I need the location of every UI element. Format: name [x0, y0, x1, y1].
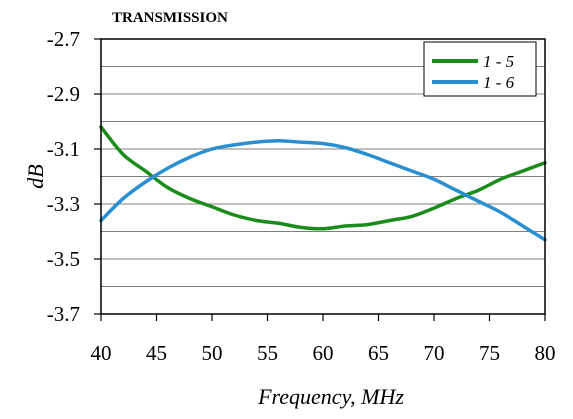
x-tick-label: 70 — [424, 341, 445, 365]
y-tick-label: -2.9 — [47, 82, 80, 106]
x-tick-label: 65 — [368, 341, 389, 365]
x-tick-label: 80 — [535, 341, 556, 365]
legend-label-1-5: 1 - 5 — [483, 52, 514, 71]
y-tick-label: -2.7 — [47, 27, 80, 51]
y-axis-title: dB — [23, 164, 48, 188]
x-axis-title: Frequency, MHz — [257, 384, 404, 409]
series-line-2 — [99, 139, 547, 242]
grid-layer — [101, 66, 545, 287]
x-tick-label: 45 — [146, 341, 167, 365]
series-layer — [99, 125, 547, 242]
y-tick-label: -3.3 — [47, 192, 80, 216]
x-tick-label: 75 — [479, 341, 500, 365]
y-tick-label: -3.1 — [47, 137, 80, 161]
y-tick-label: -3.5 — [47, 247, 80, 271]
legend: 1 - 5 1 - 6 — [423, 41, 537, 97]
series-line-1 — [99, 125, 547, 231]
tick-layer: 40 45 50 55 60 65 70 75 80 -2.7 -2.9 -3.1 -3.3 -3.5 -3… — [47, 27, 556, 365]
x-tick-label: 60 — [313, 341, 334, 365]
legend-label-1-6: 1 - 6 — [483, 73, 515, 92]
y-tick-label: -3.7 — [47, 302, 80, 326]
legend-box — [423, 41, 537, 97]
x-tick-label: 50 — [202, 341, 223, 365]
chart-title: TRANSMISSION — [112, 10, 228, 26]
x-tick-label: 55 — [257, 341, 278, 365]
x-tick-label: 40 — [91, 341, 112, 365]
